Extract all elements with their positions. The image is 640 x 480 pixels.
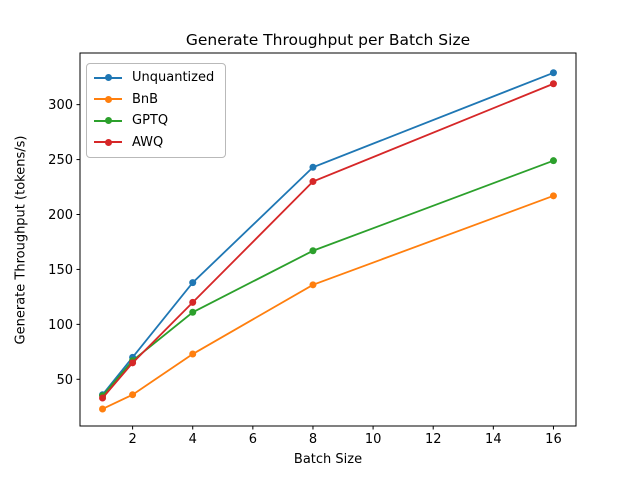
data-point-unquantized	[549, 69, 557, 77]
series-line-bnb	[102, 194, 554, 410]
data-point-awq	[549, 80, 557, 88]
legend-label: Unquantized	[132, 70, 215, 86]
data-point-awq	[99, 394, 107, 402]
data-point-bnb	[309, 281, 317, 289]
legend-line-marker-icon	[94, 116, 122, 125]
y-tick-label: 150	[48, 263, 73, 278]
legend-label: GPTQ	[132, 113, 169, 129]
plot-border	[79, 52, 577, 427]
data-point-awq	[129, 359, 137, 367]
y-tick-label: 300	[48, 98, 73, 113]
x-tick-label: 2	[128, 432, 136, 447]
legend-item-bnb: BnB	[94, 89, 215, 111]
legend-item-gptq: GPTQ	[94, 110, 215, 132]
data-point-unquantized	[189, 279, 197, 287]
legend-label: AWQ	[132, 134, 164, 150]
data-point-awq	[189, 298, 197, 306]
legend-line-marker-icon	[94, 73, 122, 82]
x-tick-label: 16	[545, 432, 562, 447]
data-point-gptq	[309, 247, 317, 255]
data-point-awq	[309, 178, 317, 186]
data-point-bnb	[549, 192, 557, 200]
chart-title: Generate Throughput per Batch Size	[185, 31, 471, 49]
y-tick-label: 100	[48, 318, 73, 333]
legend-line-marker-icon	[94, 138, 122, 147]
y-tick-label: 50	[56, 373, 73, 388]
series-line-gptq	[101, 159, 554, 397]
legend-label: BnB	[132, 91, 159, 107]
data-point-bnb	[189, 350, 197, 358]
data-point-bnb	[99, 405, 107, 413]
y-tick-label: 200	[48, 208, 73, 223]
data-point-gptq	[189, 308, 197, 316]
x-tick-label: 14	[485, 432, 502, 447]
data-point-unquantized	[309, 163, 317, 171]
legend: Unquantized BnB GPTQ AWQ	[86, 63, 226, 158]
x-tick-label: 8	[309, 432, 317, 447]
legend-item-unquantized: Unquantized	[94, 67, 215, 89]
x-tick-label: 10	[365, 432, 382, 447]
legend-item-awq: AWQ	[94, 132, 215, 154]
x-axis-label: Batch Size	[293, 452, 363, 467]
x-tick-label: 4	[189, 432, 197, 447]
x-tick-label: 6	[249, 432, 257, 447]
legend-line-marker-icon	[94, 95, 122, 104]
y-tick-label: 250	[48, 153, 73, 168]
x-tick-label: 12	[425, 432, 442, 447]
data-point-gptq	[549, 157, 557, 165]
data-point-bnb	[129, 391, 137, 399]
